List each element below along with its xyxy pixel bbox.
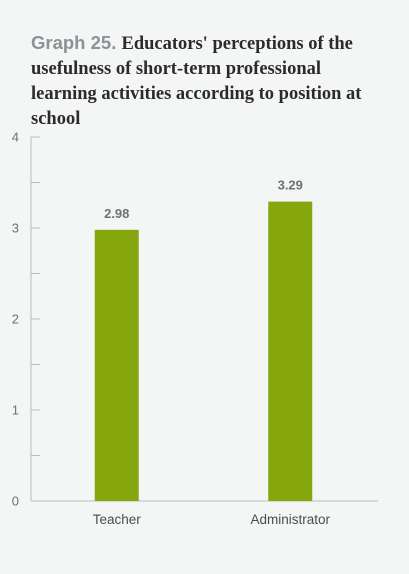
chart-axes: 0 1 2 3 4 [12, 130, 378, 509]
bar-value-label: 2.98 [104, 206, 129, 221]
y-tick-label: 2 [12, 312, 19, 327]
x-category-label: Administrator [250, 512, 330, 527]
chart-labels: 2.98 Teacher 3.29 Administrator [93, 178, 331, 527]
chart-title-prefix: Graph 25. [31, 32, 117, 53]
chart-title-text: Educators' perceptions of the usefulness… [31, 34, 362, 129]
bar-value-label: 3.29 [278, 178, 303, 193]
chart-bars [94, 201, 313, 502]
y-tick-label: 4 [12, 130, 19, 145]
y-tick-label: 0 [12, 494, 19, 509]
bar-administrator [268, 201, 313, 502]
y-tick-label: 3 [12, 221, 19, 236]
y-tick-label: 1 [12, 403, 19, 418]
chart-title: Graph 25. Educators' perceptions of the … [31, 31, 381, 131]
x-category-label: Teacher [93, 512, 142, 527]
bar-teacher [94, 229, 139, 501]
